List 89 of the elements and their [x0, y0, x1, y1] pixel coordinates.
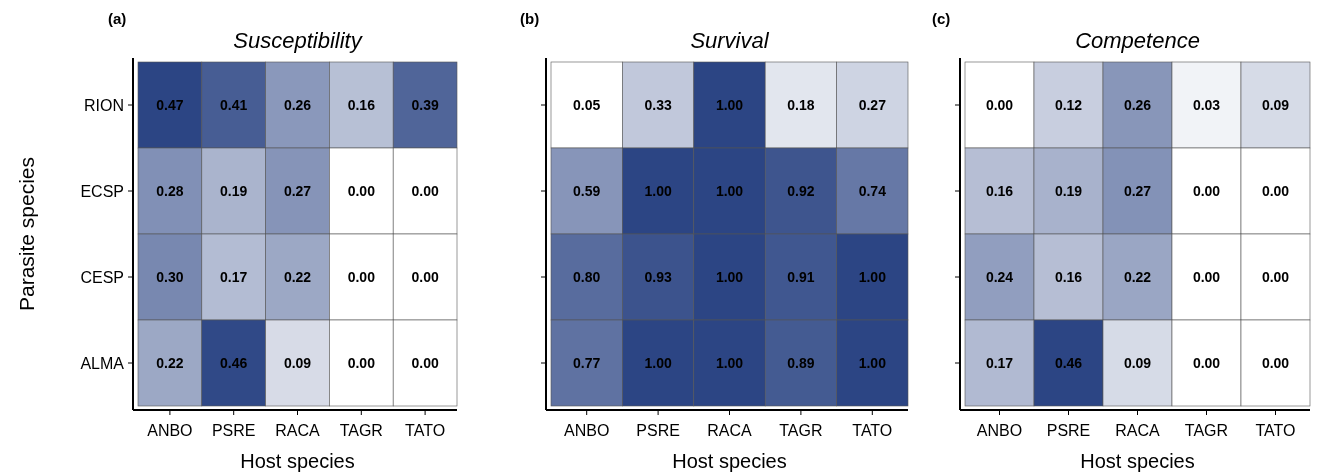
y-tick-label: RION	[84, 96, 124, 114]
x-tick-label: PSRE	[1046, 422, 1091, 439]
data-label: 0.39	[411, 96, 439, 113]
x-tick-label: TATO	[405, 422, 446, 439]
data-label: 0.09	[1123, 354, 1152, 371]
x-tick-label: ANBO	[564, 422, 610, 439]
data-label: 0.17	[220, 268, 248, 285]
data-label: 0.46	[220, 354, 248, 371]
y-tick-label: ECSP	[80, 182, 124, 200]
data-label: 1.00	[715, 96, 744, 113]
data-label: 0.27	[1123, 182, 1152, 199]
data-label: 0.19	[220, 182, 248, 199]
x-tick-label: RACA	[275, 422, 321, 439]
data-label: 0.91	[787, 268, 815, 285]
data-label: 1.00	[715, 182, 744, 199]
data-label: 0.89	[787, 354, 815, 371]
data-label: 0.03	[1192, 96, 1221, 113]
data-label: 0.09	[283, 354, 312, 371]
y-axis-title: Parasite species	[15, 156, 38, 312]
data-label: 1.00	[644, 182, 672, 199]
chart-title: Competence	[1075, 28, 1200, 53]
data-label: 0.00	[1192, 354, 1221, 371]
data-label: 0.46	[1054, 354, 1083, 371]
data-label: 0.16	[985, 182, 1014, 199]
data-label: 0.00	[1192, 268, 1221, 285]
text: (a)	[108, 10, 127, 27]
data-label: 0.00	[411, 354, 439, 371]
x-tick-label: PSRE	[211, 422, 256, 439]
x-axis-title: Host species	[1080, 450, 1195, 472]
data-label: 1.00	[858, 268, 887, 285]
data-label: 0.59	[573, 182, 601, 199]
data-label: 0.16	[1054, 268, 1083, 285]
x-tick-label: RACA	[1115, 422, 1161, 439]
data-label: 0.00	[411, 182, 439, 199]
data-label: 0.27	[283, 182, 312, 199]
data-label: 0.00	[1192, 182, 1221, 199]
data-label: 0.30	[156, 268, 184, 285]
data-label: 0.74	[858, 182, 887, 199]
data-label: 0.18	[787, 96, 815, 113]
data-label: 0.22	[283, 268, 312, 285]
data-label: 0.19	[1054, 182, 1083, 199]
data-label: 0.26	[1123, 96, 1152, 113]
data-label: 1.00	[715, 354, 744, 371]
data-label: 0.00	[411, 268, 439, 285]
data-label: 0.28	[156, 182, 184, 199]
data-label: 0.09	[1261, 96, 1290, 113]
data-label: 0.12	[1054, 96, 1083, 113]
x-tick-label: ANBO	[147, 422, 193, 439]
data-label: 0.05	[573, 96, 601, 113]
chart-title: Survival	[690, 28, 770, 53]
data-label: 1.00	[644, 354, 672, 371]
data-label: 0.00	[1261, 182, 1290, 199]
data-label: 1.00	[715, 268, 744, 285]
y-tick-label: CESP	[80, 268, 124, 286]
data-label: 0.47	[156, 96, 184, 113]
data-label: 0.24	[985, 268, 1014, 285]
data-label: 0.00	[347, 182, 376, 199]
x-tick-label: PSRE	[636, 422, 680, 439]
text: (c)	[932, 10, 951, 27]
x-axis-title: Host species	[672, 450, 787, 472]
data-label: 0.16	[347, 96, 376, 113]
text: (b)	[520, 10, 540, 27]
data-label: 0.33	[644, 96, 672, 113]
x-axis-title: Host species	[240, 450, 355, 472]
data-label: 0.22	[156, 354, 184, 371]
data-label: 0.17	[985, 354, 1014, 371]
x-tick-label: TAGR	[1184, 422, 1229, 439]
y-tick-label: ALMA	[80, 354, 125, 372]
data-label: 0.93	[644, 268, 672, 285]
x-tick-label: RACA	[707, 422, 753, 439]
data-label: 0.00	[347, 354, 376, 371]
x-tick-label: TATO	[1255, 422, 1296, 439]
data-label: 0.00	[1261, 354, 1290, 371]
data-label: 0.80	[573, 268, 601, 285]
data-label: 1.00	[858, 354, 887, 371]
x-tick-label: ANBO	[976, 422, 1023, 439]
data-label: 0.92	[787, 182, 815, 199]
data-label: 0.00	[985, 96, 1014, 113]
data-label: 0.22	[1123, 268, 1152, 285]
x-tick-label: TATO	[852, 422, 893, 439]
data-label: 0.00	[1261, 268, 1290, 285]
x-tick-label: TAGR	[779, 422, 823, 439]
data-label: 0.26	[283, 96, 312, 113]
x-tick-label: TAGR	[339, 422, 383, 439]
data-label: 0.41	[220, 96, 248, 113]
data-label: 0.27	[858, 96, 887, 113]
data-label: 0.77	[573, 354, 601, 371]
data-label: 0.00	[347, 268, 376, 285]
chart-title: Susceptibility	[233, 28, 364, 53]
